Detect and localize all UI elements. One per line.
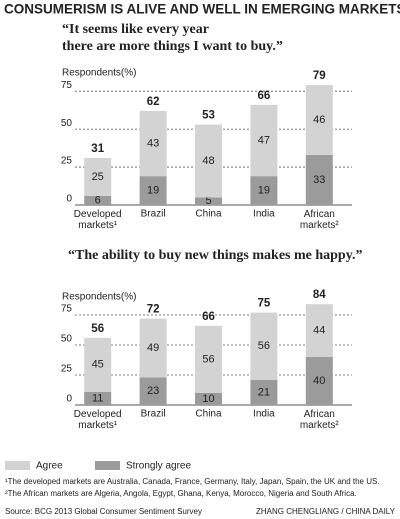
value-label: 45 — [92, 359, 104, 371]
value-label: 44 — [313, 325, 325, 337]
total-label: 75 — [258, 298, 271, 310]
total-label: 66 — [202, 311, 215, 323]
x-tick-label: Brazil — [141, 209, 166, 220]
y-tick-label: 25 — [61, 364, 73, 375]
x-tick-label: Developed markets¹ — [74, 209, 122, 231]
x-tick-label: India — [253, 409, 275, 420]
y-tick-label: 75 — [61, 80, 73, 91]
bar-segment — [250, 104, 278, 177]
legend-label: Agree — [36, 461, 63, 472]
bar-segment — [195, 197, 222, 205]
value-label: 23 — [147, 385, 159, 397]
total-label: 56 — [91, 323, 104, 335]
bar-segment — [195, 124, 222, 198]
page-title: CONSUMERISM IS ALIVE AND WELL IN EMERGIN… — [4, 2, 400, 17]
value-label: 6 — [95, 194, 101, 206]
quote: “It seems like every year — [62, 22, 209, 37]
bar-segment — [305, 357, 333, 405]
value-label: 33 — [313, 174, 325, 186]
bar-segment — [139, 110, 167, 177]
bar-segment — [305, 154, 333, 205]
value-label: 46 — [313, 114, 325, 126]
value-label: 11 — [92, 392, 103, 404]
bar-segment — [139, 318, 167, 378]
total-label: 62 — [147, 96, 160, 108]
value-label: 25 — [92, 171, 104, 183]
value-label: 19 — [147, 184, 159, 196]
bar-segment — [84, 157, 112, 196]
x-tick-label: India — [253, 209, 275, 220]
y-tick-label: 25 — [61, 156, 73, 167]
y-tick-label: 75 — [61, 304, 73, 315]
value-label: 19 — [258, 184, 270, 196]
bar-segment — [139, 176, 167, 205]
total-label: 84 — [313, 289, 326, 301]
value-label: 5 — [205, 195, 211, 207]
total-label: 72 — [147, 304, 160, 316]
value-label: 21 — [258, 386, 270, 398]
quote: there are more things I want to buy.” — [62, 39, 283, 54]
value-label: 49 — [147, 342, 159, 354]
credit: ZHANG CHENGLIANG / CHINA DAILY — [256, 507, 396, 516]
quote: “The ability to buy new things makes me … — [68, 248, 362, 263]
bar-segment — [250, 379, 278, 405]
value-label: 48 — [202, 155, 214, 167]
bar-segment — [250, 176, 278, 205]
x-tick-label: African markets² — [300, 409, 340, 431]
x-tick-label: Brazil — [141, 409, 166, 420]
total-label: 53 — [202, 110, 215, 122]
y-tick-label: 50 — [61, 334, 73, 345]
value-label: 56 — [258, 340, 270, 352]
bar-segment — [84, 337, 112, 392]
value-label: 47 — [258, 134, 270, 146]
legend-swatch — [95, 461, 120, 470]
bar-segment — [84, 195, 112, 205]
y-tick-label: 50 — [61, 118, 73, 129]
y-axis-label: Respondents(%) — [62, 68, 136, 79]
bar-segment — [139, 377, 167, 405]
footnote: ¹The developed markets are Australia, Ca… — [5, 477, 380, 486]
y-axis-label: Respondents(%) — [62, 292, 136, 303]
bar-segment — [305, 85, 333, 155]
source: Source: BCG 2013 Global Consumer Sentime… — [5, 507, 202, 516]
bar-segment — [250, 312, 278, 380]
bar-segment — [305, 304, 333, 357]
legend-label: Strongly agree — [126, 461, 191, 472]
footnote: ²The African markets are Algeria, Angola… — [5, 489, 357, 498]
value-label: 56 — [202, 353, 214, 365]
x-tick-label: African markets² — [300, 209, 340, 231]
value-label: 40 — [313, 375, 325, 387]
x-tick-label: Developed markets¹ — [74, 409, 122, 431]
total-label: 66 — [258, 90, 271, 102]
total-label: 31 — [91, 143, 104, 155]
bar-segment — [195, 393, 222, 405]
x-tick-label: China — [195, 409, 222, 420]
y-tick-label: 0 — [66, 394, 72, 405]
legend-swatch — [5, 461, 30, 470]
bar-segment — [84, 391, 112, 405]
value-label: 10 — [202, 393, 214, 405]
x-tick-label: China — [195, 209, 222, 220]
y-tick-label: 0 — [66, 194, 72, 205]
total-label: 79 — [313, 70, 326, 82]
value-label: 43 — [147, 137, 159, 149]
bar-segment — [195, 325, 222, 393]
